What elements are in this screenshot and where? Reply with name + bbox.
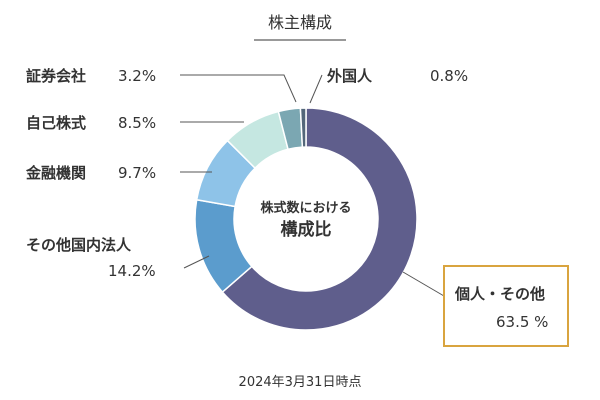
leader-lines — [180, 74, 445, 297]
label-name-financial: 金融機関 — [25, 164, 86, 182]
leader-line-securities — [180, 74, 297, 103]
label-name-domestic-corp: その他国内法人 — [26, 236, 132, 254]
donut-slice-foreign — [299, 107, 307, 148]
label-name-treasury: 自己株式 — [26, 114, 86, 132]
label-value-securities: 3.2% — [118, 67, 156, 85]
label-name-securities: 証券会社 — [26, 67, 86, 85]
label-value-financial: 9.7% — [118, 164, 156, 182]
label-name-foreign: 外国人 — [326, 67, 373, 85]
center-label-line1: 株式数における — [260, 200, 351, 216]
label-value-foreign: 0.8% — [430, 67, 468, 85]
highlight-box — [443, 265, 569, 347]
leader-line-domestic-corp — [183, 255, 210, 269]
center-label-line2: 構成比 — [281, 219, 332, 240]
as-of-date-footnote: 2024年3月31日時点 — [239, 375, 362, 390]
donut-slices — [194, 107, 418, 331]
label-value-individuals: 63.5 % — [496, 313, 548, 331]
leader-line-foreign — [309, 74, 323, 104]
chart-title: 株主構成 — [268, 13, 332, 32]
donut-slice-individuals — [221, 107, 418, 331]
label-name-individuals: 個人・その他 — [454, 285, 545, 303]
leader-line-individuals — [402, 271, 445, 297]
label-value-treasury: 8.5% — [118, 114, 156, 132]
label-value-domestic-corp: 14.2% — [108, 262, 156, 280]
